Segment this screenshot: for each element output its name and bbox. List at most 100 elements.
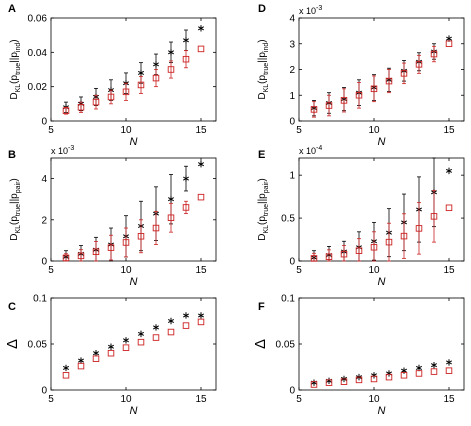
star-marker xyxy=(122,337,130,344)
square-marker xyxy=(415,61,423,68)
star-marker xyxy=(152,324,160,331)
square-marker xyxy=(107,93,115,101)
square-marker xyxy=(92,98,100,106)
panel-E: E 5 10 15 0 0.5 1 x 10-4 N DKL(ptrue||ppair) xyxy=(257,145,465,288)
star-marker xyxy=(167,49,175,56)
square-marker xyxy=(62,107,70,114)
square-marker xyxy=(310,106,318,113)
axes-frame xyxy=(50,297,217,391)
y-tick-label: 0.1 xyxy=(33,294,47,305)
panel-B: B 5 10 15 0 2 4 x 10-3 N DKL(ptrue||ppair) xyxy=(8,145,217,288)
x-tick-label: 15 xyxy=(443,394,455,405)
star-marker xyxy=(445,359,453,366)
x-axis-label: N xyxy=(130,136,138,148)
x-tick-label: 10 xyxy=(120,265,132,276)
square-marker xyxy=(325,102,333,109)
square-marker xyxy=(325,379,333,386)
square-marker xyxy=(355,376,363,384)
x-tick-label: 5 xyxy=(296,394,302,405)
star-marker xyxy=(77,357,85,364)
y-axis-label: DKL(ptrue||ppair) xyxy=(9,178,22,241)
y-tick-label: 2 xyxy=(289,65,295,76)
y-tick-label: 2 xyxy=(41,215,47,226)
y-tick-label: 0.5 xyxy=(281,214,295,225)
y-tick-label: 0 xyxy=(41,117,47,128)
panel-label: D xyxy=(258,3,266,15)
square-marker xyxy=(77,104,85,111)
y-axis-label: DKL(ptrue||pind) xyxy=(257,39,270,99)
panel-label: B xyxy=(8,149,16,161)
star-marker xyxy=(197,312,205,319)
star-marker xyxy=(167,196,175,203)
square-marker xyxy=(370,85,378,93)
square-marker xyxy=(197,193,205,201)
y-tick-label: 0.1 xyxy=(281,294,295,305)
star-marker xyxy=(197,25,205,32)
y-exponent-label: x 10-3 xyxy=(51,145,74,156)
square-marker xyxy=(340,250,348,258)
x-tick-label: 5 xyxy=(296,125,302,136)
panel-label: F xyxy=(258,301,265,313)
x-tick-label: 15 xyxy=(195,394,207,405)
y-tick-label: 1 xyxy=(289,91,295,102)
square-marker xyxy=(122,88,130,96)
square-marker xyxy=(152,224,160,232)
star-marker xyxy=(430,361,438,369)
y-tick-label: 1 xyxy=(289,171,295,182)
square-marker xyxy=(430,368,438,375)
x-tick-label: 15 xyxy=(195,125,207,136)
square-marker xyxy=(430,50,438,58)
axes-frame xyxy=(50,17,217,122)
square-marker xyxy=(400,70,408,77)
x-axis-label: N xyxy=(130,276,138,288)
x-tick-label: 10 xyxy=(368,394,380,405)
square-marker xyxy=(107,244,115,251)
panel-A: A 5 10 15 0 0.02 0.04 0.06 N DKL(ptrue||pind) xyxy=(8,3,217,148)
y-tick-label: 4 xyxy=(289,14,295,25)
y-exponent-label: x 10-3 xyxy=(299,5,322,16)
axes-frame xyxy=(298,297,465,391)
x-axis-label: N xyxy=(378,136,386,148)
x-axis-label: N xyxy=(378,276,386,288)
square-marker xyxy=(122,239,130,246)
y-tick-label: 0 xyxy=(41,257,47,268)
star-marker xyxy=(415,364,423,372)
square-marker xyxy=(340,378,348,385)
square-marker xyxy=(415,370,423,377)
y-tick-label: 0 xyxy=(41,386,47,397)
y-axis-label: Δ xyxy=(4,339,21,349)
star-marker xyxy=(137,330,145,338)
square-marker xyxy=(197,318,205,326)
square-marker xyxy=(310,255,318,262)
x-tick-label: 5 xyxy=(48,125,54,136)
x-tick-label: 15 xyxy=(195,265,207,276)
square-marker xyxy=(77,362,85,370)
square-marker xyxy=(122,344,130,351)
square-marker xyxy=(182,322,190,329)
y-tick-label: 0.06 xyxy=(28,14,48,25)
y-tick-label: 0.05 xyxy=(28,340,48,351)
square-marker xyxy=(137,81,145,89)
y-tick-label: 0.02 xyxy=(28,82,48,93)
star-marker xyxy=(445,167,453,175)
square-marker xyxy=(62,254,70,262)
square-marker xyxy=(340,97,348,104)
square-marker xyxy=(107,349,115,357)
square-marker xyxy=(445,367,453,374)
square-marker xyxy=(445,204,453,212)
y-exponent-label: x 10-4 xyxy=(299,145,322,156)
x-tick-label: 10 xyxy=(120,125,132,136)
square-marker xyxy=(152,334,160,341)
square-marker xyxy=(77,252,85,260)
square-marker xyxy=(167,328,175,336)
x-axis-label: N xyxy=(130,405,138,417)
star-marker xyxy=(182,312,190,319)
square-marker xyxy=(400,232,408,240)
panel-F: F 5 10 15 0 0.05 0.1 N Δ xyxy=(252,294,465,417)
star-marker xyxy=(167,317,175,325)
square-marker xyxy=(355,91,363,99)
star-marker xyxy=(92,350,100,357)
x-tick-label: 10 xyxy=(368,125,380,136)
y-tick-label: 0 xyxy=(289,386,295,397)
